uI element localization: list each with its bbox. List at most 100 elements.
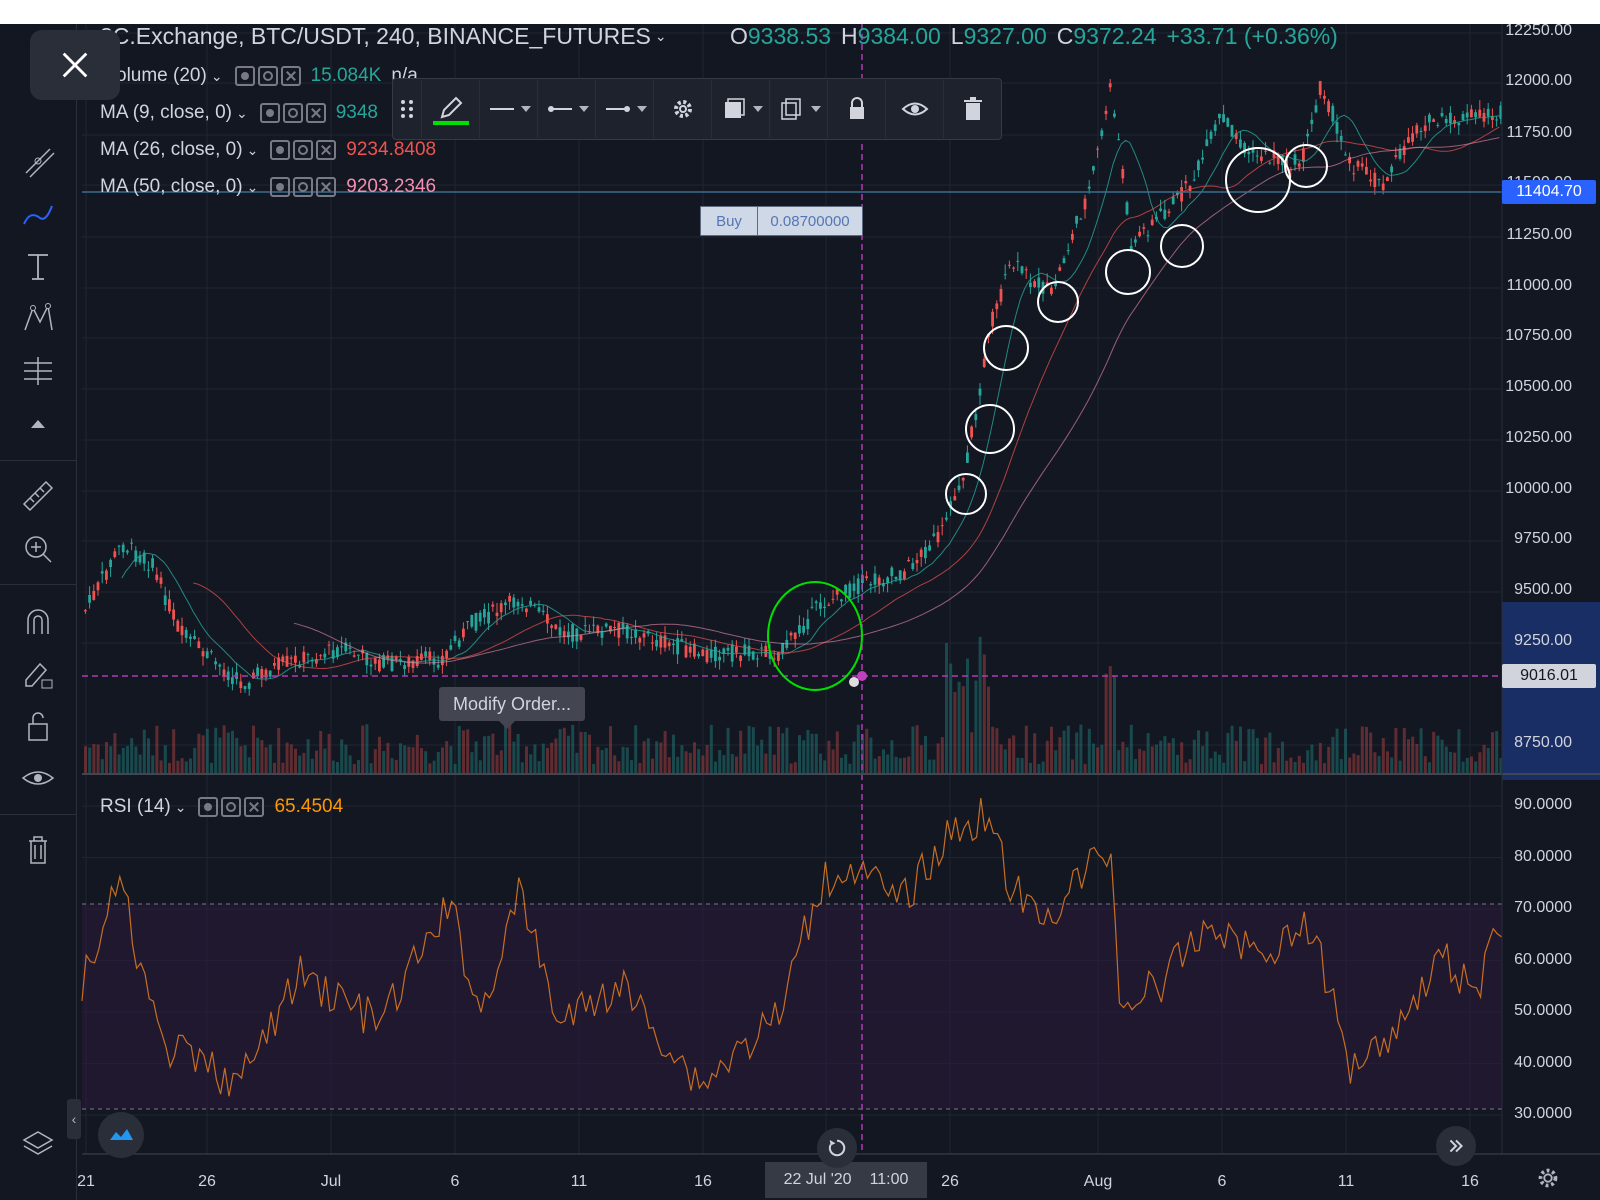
volume-bar [491,733,495,774]
modify-order-tooltip[interactable]: Modify Order... [439,687,585,729]
close-icon[interactable] [244,797,265,817]
candle-body [1008,264,1011,266]
drawing-sidebar [0,24,120,1200]
hide-all-tool[interactable] [16,756,60,800]
candle-body [260,668,264,679]
order-side[interactable]: Buy [701,207,758,235]
collapse-up-tool[interactable] [16,402,60,446]
volume-bar [424,751,428,774]
volume-bar [432,760,436,774]
fill-button[interactable] [712,80,770,138]
order-quantity[interactable]: 0.08700000 [758,207,862,235]
change-value: +33.71 (+0.36%) [1166,24,1338,49]
close-icon[interactable] [316,140,337,160]
volume-bar [806,730,810,774]
symbol-title[interactable]: 3C.Exchange, BTC/USDT, 240, BINANCE_FUTU… [100,24,667,56]
volume-bar [1142,750,1146,774]
close-icon[interactable] [316,177,337,197]
volume-bar [949,663,953,774]
buy-order-label[interactable]: Buy 0.08700000 [700,206,863,236]
volume-bar [260,740,264,774]
close-icon[interactable] [305,103,326,123]
volume-bar [340,739,344,774]
legend-volume[interactable]: olume (20) ⌄ 15.084K n/a [116,62,418,90]
lock-button[interactable] [828,80,886,138]
magnet-tool[interactable] [16,600,60,644]
remove-drawings-tool[interactable] [16,827,60,871]
text-tool[interactable] [16,244,60,288]
line-end-button[interactable] [596,80,654,138]
line-start-button[interactable] [538,80,596,138]
candle-body [1499,105,1503,119]
clone-button[interactable] [770,80,828,138]
pencil-color-button[interactable] [422,80,480,138]
eye-icon[interactable] [270,140,291,160]
candle-body [1129,246,1133,250]
candle-body [394,656,398,660]
chevron-down-icon[interactable]: ⌄ [246,141,259,158]
volume-bar [361,725,365,774]
line-style-button[interactable] [480,80,538,138]
volume-bar [352,763,356,774]
legend-ma50[interactable]: MA (50, close, 0) ⌄ 9203.2346 [100,173,436,201]
eye-icon[interactable] [259,103,280,123]
candle-body [373,658,377,664]
eye-icon[interactable] [234,66,255,86]
chevron-down-icon[interactable]: ⌄ [246,178,259,195]
legend-rsi[interactable]: RSI (14) ⌄ 65.4504 [100,793,343,821]
zoom-in-tool[interactable] [16,527,60,571]
chevron-down-icon[interactable]: ⌄ [174,798,187,815]
visibility-button[interactable] [886,80,944,138]
legend-ma9[interactable]: MA (9, close, 0) ⌄ 9348 [100,99,378,127]
scroll-to-realtime-button[interactable] [1436,1126,1476,1166]
candle-body [520,604,524,606]
drag-handle-icon[interactable] [393,80,422,138]
legend-ma26-value: 9234.8408 [346,139,437,160]
volume-bar [865,728,869,774]
eye-icon[interactable] [198,797,219,817]
brush-tool[interactable] [16,192,60,236]
reset-chart-button[interactable] [817,1128,857,1168]
lock-all-tool[interactable] [16,704,60,748]
ruler-tool[interactable] [16,474,60,518]
gear-icon[interactable] [1534,1164,1564,1194]
candle-body [651,642,654,644]
ellipse-handle-1[interactable] [849,677,859,687]
volume-bar [117,754,121,774]
chevron-down-icon[interactable]: ⌄ [210,67,223,84]
legend-ma26[interactable]: MA (26, close, 0) ⌄ 9234.8408 [100,136,436,164]
gear-icon[interactable] [293,177,314,197]
volume-bar [642,741,646,774]
trend-line-tool[interactable] [16,139,60,183]
candle-body [1386,177,1389,182]
gear-icon[interactable] [257,66,278,86]
selection-ellipse[interactable] [767,581,863,691]
volume-bar [1197,730,1200,774]
volume-bar [235,737,239,774]
settings-button[interactable] [654,80,712,138]
close-button[interactable] [30,30,120,100]
chevron-down-icon[interactable]: ⌄ [236,104,248,121]
lock-draw-tool[interactable] [16,652,60,696]
volume-bar [88,747,92,774]
fib-tool[interactable] [16,349,60,393]
collapse-left-icon[interactable]: ‹ [67,1099,81,1139]
object-tree-tool[interactable] [16,1122,60,1166]
drawing-toolbar[interactable] [392,78,1002,140]
volume-bar [676,756,680,774]
ellipse-handle-2[interactable] [857,671,867,681]
rsi-axis-label: 70.0000 [1514,899,1572,916]
candle-body [285,655,289,667]
candle-body [239,681,243,689]
gear-icon[interactable] [221,797,242,817]
gear-icon[interactable] [282,103,303,123]
eye-icon[interactable] [270,177,291,197]
tradingview-logo-button[interactable] [98,1112,144,1158]
candle-body [760,647,763,649]
gear-icon[interactable] [293,140,314,160]
close-icon[interactable] [280,66,301,86]
candle-body [919,549,923,557]
chart-canvas[interactable] [0,24,1600,1200]
pattern-tool[interactable] [16,296,60,340]
delete-button[interactable] [944,80,1001,138]
